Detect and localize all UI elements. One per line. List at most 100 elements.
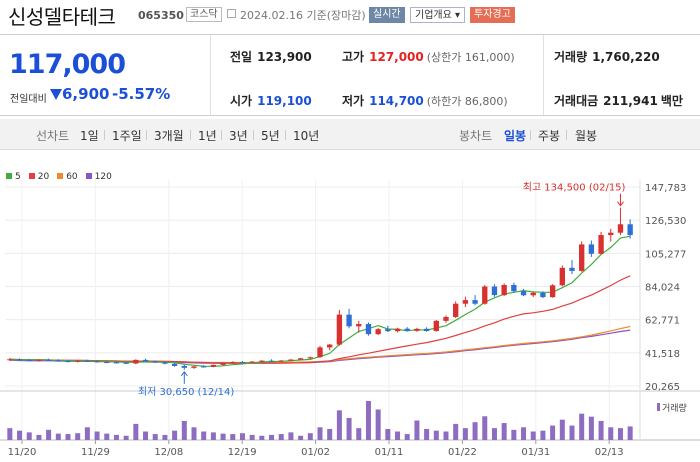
candle-body xyxy=(598,235,604,254)
volume-bar xyxy=(511,429,517,440)
candle-body xyxy=(239,362,246,364)
volume: 거래량 1,760,220 xyxy=(554,50,660,64)
low-annotation: 최저 30,650 (12/14) xyxy=(138,386,234,398)
volume-bar xyxy=(84,427,90,440)
divider xyxy=(221,130,222,140)
volume-bar xyxy=(588,416,594,440)
candle-body xyxy=(201,366,207,368)
ma-legend: 5 20 60 120 xyxy=(6,172,120,182)
candle-weekly[interactable]: 주봉 xyxy=(538,129,561,143)
legend-item-ma120: 120 xyxy=(85,172,112,182)
candle-body xyxy=(230,362,236,364)
candle-body xyxy=(414,328,420,331)
line-chart-label[interactable]: 선차트 xyxy=(36,129,70,143)
candle-body xyxy=(210,364,217,367)
volume-bar xyxy=(230,434,236,440)
candle-body xyxy=(530,292,536,296)
candle-monthly[interactable]: 월봉 xyxy=(575,129,598,143)
period-3y[interactable]: 3년 xyxy=(229,129,248,143)
candle-body xyxy=(259,360,265,362)
change-label: 전일대비 xyxy=(10,94,47,105)
candle-body xyxy=(123,362,129,364)
legend-item-ma5: 5 xyxy=(6,172,21,182)
volume-bar xyxy=(181,420,187,440)
candle-body xyxy=(491,286,498,296)
candle-body xyxy=(472,300,478,304)
divider xyxy=(104,130,105,140)
volume-bar xyxy=(172,430,178,440)
candle-body xyxy=(191,366,197,368)
x-tick-label: 11/29 xyxy=(81,447,110,458)
candle-body xyxy=(16,359,23,361)
candle-body xyxy=(394,328,401,332)
divider xyxy=(210,35,211,115)
period-1d[interactable]: 1일 xyxy=(80,129,99,143)
high-arrow-head xyxy=(617,201,624,207)
volume-bar xyxy=(143,431,149,440)
volume-bar xyxy=(521,427,527,440)
candlestick-chart[interactable]: 147,783 126,530 105,277 84,024 62,771 41,518 2… xyxy=(0,150,700,462)
candle-daily[interactable]: 일봉 xyxy=(504,129,527,143)
candle-body xyxy=(94,361,100,363)
volume-bar xyxy=(17,430,23,440)
y-tick-label: 62,771 xyxy=(645,316,680,327)
candle-body xyxy=(404,328,410,331)
volume-bar xyxy=(113,434,119,440)
divider xyxy=(530,130,531,140)
candle-body xyxy=(375,329,381,335)
period-1y[interactable]: 1년 xyxy=(198,129,217,143)
candle-body xyxy=(549,285,556,298)
candle-body xyxy=(356,323,362,327)
candle-body xyxy=(569,267,575,271)
volume-legend-swatch xyxy=(657,403,660,411)
trade-amount: 거래대금 211,941 백만 xyxy=(554,94,683,108)
volume-bar xyxy=(162,434,168,440)
period-5y[interactable]: 5년 xyxy=(261,129,280,143)
divider xyxy=(543,35,544,115)
candle-chart-label[interactable]: 봉차트 xyxy=(459,129,493,143)
period-1w[interactable]: 1주일 xyxy=(112,129,142,143)
volume-bar xyxy=(201,431,207,440)
period-3m[interactable]: 3개월 xyxy=(154,129,184,143)
volume-bar xyxy=(346,417,352,440)
x-tick-label: 12/08 xyxy=(154,447,183,458)
volume-bar xyxy=(443,431,449,440)
legend-item-ma20: 20 xyxy=(28,172,49,182)
change-percent: -5.57% xyxy=(112,85,171,103)
volume-bar xyxy=(269,434,275,440)
investment-warning-badge[interactable]: 투자경고 xyxy=(470,7,515,23)
candle-body xyxy=(423,328,430,332)
candle-body xyxy=(501,284,507,296)
candle-body xyxy=(220,363,226,365)
volume-label: 거래량 xyxy=(662,402,687,414)
volume-bar xyxy=(559,419,565,440)
volume-bar xyxy=(453,423,459,440)
volume-bar xyxy=(627,426,633,440)
down-arrow-icon xyxy=(50,89,62,100)
volume-bar xyxy=(598,420,604,440)
company-overview-button[interactable]: 기업개요 ▾ xyxy=(410,7,465,23)
high-price: 고가 127,000 (상한가 161,000) xyxy=(342,50,515,64)
candle-body xyxy=(433,320,439,332)
volume-bar xyxy=(307,433,313,440)
volume-bar xyxy=(395,431,401,440)
y-tick-label: 41,518 xyxy=(645,349,680,360)
candle-body xyxy=(385,329,391,332)
realtime-button[interactable]: 실시간 xyxy=(369,7,405,23)
x-tick-label: 02/13 xyxy=(595,447,624,458)
candle-body xyxy=(336,314,343,345)
candle-body xyxy=(268,360,275,362)
volume-bar xyxy=(569,425,575,440)
period-10y[interactable]: 10년 xyxy=(293,129,320,143)
x-tick-label: 01/31 xyxy=(521,447,550,458)
volume-bar xyxy=(26,432,32,440)
candle-body xyxy=(482,286,488,304)
volume-bar xyxy=(501,423,507,440)
volume-bar xyxy=(7,428,13,440)
candle-body xyxy=(579,244,585,271)
candle-body xyxy=(152,361,158,363)
current-price: 117,000 xyxy=(9,49,126,80)
candle-body xyxy=(84,360,91,362)
volume-bar xyxy=(317,427,323,440)
volume-bar xyxy=(133,423,139,440)
